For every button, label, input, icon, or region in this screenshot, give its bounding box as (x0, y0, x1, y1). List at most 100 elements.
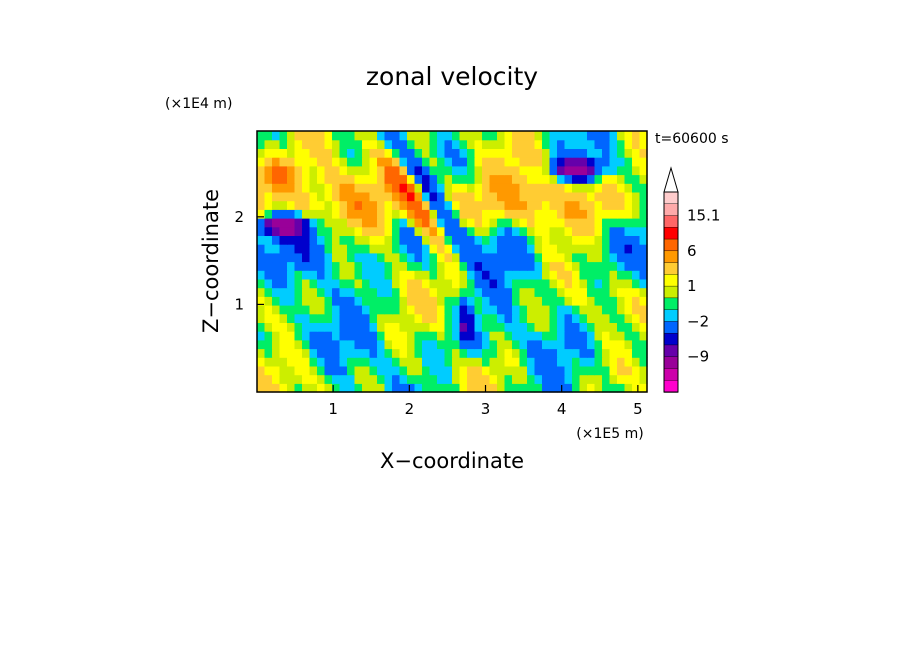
heatmap-cell (527, 313, 536, 323)
heatmap-cell (407, 339, 416, 350)
heatmap-cell (594, 261, 603, 271)
heatmap-cell (317, 278, 326, 289)
heatmap-cell (624, 165, 633, 176)
heatmap-cell (302, 331, 311, 341)
heatmap-cell (632, 296, 641, 306)
heatmap-cell (287, 322, 296, 332)
y-unit-label: (×1E4 m) (165, 96, 232, 112)
heatmap-cell (452, 348, 461, 358)
heatmap-cell (497, 296, 506, 306)
heatmap-cell (594, 209, 603, 219)
heatmap-cell (534, 374, 543, 384)
heatmap-cell (377, 305, 386, 315)
heatmap-cell (519, 270, 528, 280)
heatmap-cell (309, 200, 318, 210)
heatmap-cell (369, 148, 378, 158)
heatmap-cell (474, 305, 483, 315)
heatmap-cell (504, 244, 513, 254)
heatmap-cell (399, 287, 408, 297)
heatmap-cell (489, 252, 498, 263)
heatmap-cell (557, 148, 566, 158)
heatmap-cell (444, 209, 453, 219)
heatmap-cell (549, 200, 558, 210)
heatmap-cell (429, 191, 438, 202)
heatmap-cell (504, 296, 513, 306)
heatmap-cell (384, 331, 393, 341)
heatmap-cell (272, 383, 281, 393)
heatmap-cell (512, 226, 521, 236)
heatmap-cell (429, 209, 438, 219)
heatmap-cell (549, 218, 558, 228)
heatmap-cell (549, 339, 558, 350)
heatmap-cell (407, 357, 416, 367)
heatmap-cell (339, 139, 348, 149)
heatmap-cell (459, 226, 468, 236)
heatmap-cell (407, 305, 416, 315)
heatmap-cell (429, 322, 438, 332)
heatmap-cell (542, 287, 551, 297)
heatmap-cell (639, 365, 648, 376)
heatmap-cell (639, 235, 648, 245)
heatmap-cell (294, 165, 303, 176)
heatmap-cell (399, 322, 408, 332)
heatmap-cell (347, 278, 356, 289)
heatmap-cell (294, 331, 303, 341)
heatmap-cell (564, 226, 573, 236)
heatmap-cell (377, 365, 386, 376)
heatmap-cell (587, 348, 596, 358)
heatmap-cell (257, 322, 266, 332)
heatmap-cell (497, 200, 506, 210)
heatmap-cell (459, 252, 468, 263)
heatmap-cell (257, 252, 266, 263)
heatmap-cell (399, 218, 408, 228)
heatmap-cell (542, 339, 551, 350)
heatmap-cell (377, 148, 386, 158)
heatmap-cell (504, 287, 513, 297)
heatmap-cell (474, 218, 483, 228)
heatmap-cell (609, 313, 618, 323)
heatmap-cell (609, 157, 618, 167)
heatmap-cell (354, 313, 363, 323)
heatmap-cell (384, 235, 393, 245)
heatmap-cell (497, 183, 506, 193)
heatmap-cell (354, 261, 363, 271)
heatmap-cell (287, 374, 296, 384)
heatmap-cell (302, 131, 311, 141)
heatmap-cell (309, 218, 318, 228)
heatmap-cell (294, 139, 303, 149)
heatmap-cell (602, 139, 611, 149)
heatmap-cell (632, 226, 641, 236)
heatmap-cell (437, 348, 446, 358)
heatmap-cell (504, 226, 513, 236)
heatmap-cell (324, 235, 333, 245)
heatmap-cell (579, 313, 588, 323)
heatmap-cell (452, 331, 461, 341)
heatmap-cell (354, 322, 363, 332)
heatmap-cell (407, 287, 416, 297)
heatmap-cell (279, 374, 288, 384)
heatmap-cell (497, 139, 506, 149)
heatmap-cell (369, 313, 378, 323)
heatmap-cell (392, 305, 401, 315)
heatmap-cell (504, 139, 513, 149)
heatmap-cell (444, 348, 453, 358)
heatmap-cell (557, 313, 566, 323)
heatmap-cell (482, 131, 491, 141)
heatmap-cell (467, 252, 476, 263)
heatmap-cell (354, 218, 363, 228)
heatmap-cell (542, 165, 551, 176)
heatmap-cell (332, 305, 341, 315)
heatmap-cell (632, 331, 641, 341)
heatmap-cell (362, 331, 371, 341)
heatmap-cell (587, 191, 596, 202)
heatmap-cell (557, 365, 566, 376)
heatmap-cell (384, 209, 393, 219)
heatmap-cell (557, 244, 566, 254)
heatmap-cell (474, 209, 483, 219)
heatmap-cell (392, 226, 401, 236)
heatmap-cell (354, 365, 363, 376)
heatmap-cell (354, 278, 363, 289)
heatmap-cell (534, 261, 543, 271)
colorbar-swatch (663, 344, 679, 358)
heatmap-cell (339, 191, 348, 202)
